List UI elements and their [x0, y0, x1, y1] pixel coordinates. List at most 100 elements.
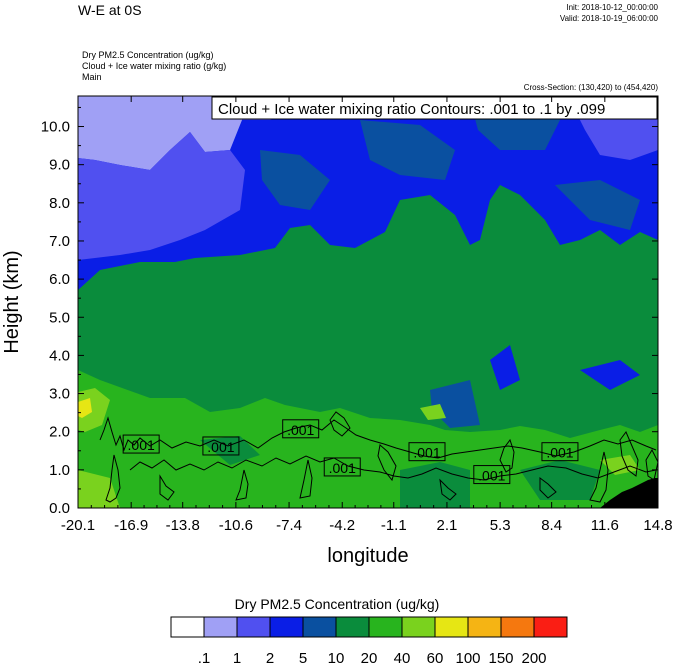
contour-label-box: [473, 465, 511, 485]
contour-label-box: [122, 434, 160, 454]
contour-label-box: [282, 419, 320, 439]
colorbar-label: 60: [427, 650, 444, 667]
field-domain: Main: [82, 72, 102, 82]
plot-title: W-E at 0S: [78, 2, 142, 18]
contour-line: [619, 431, 639, 477]
y-axis: 0.0 1.0 2.0 3.0 4.0 5.0 6.0 7.0 8.0 9.0 10.0: [41, 106, 658, 517]
contour-label: .001: [122, 434, 160, 454]
x-tick-label: -20.1: [61, 517, 95, 534]
colorbar-swatch: [236, 616, 271, 638]
colorbar-label: 2: [266, 650, 274, 667]
colorbar-label: 100: [455, 650, 480, 667]
contour-label: .001: [473, 465, 511, 485]
contour-line: [299, 459, 313, 499]
y-tick-label: 9.0: [49, 157, 70, 174]
contour-label-text: .001: [207, 439, 234, 455]
init-time: Init: 2018-10-12_00:00:00: [566, 3, 658, 12]
contour-label-box: [202, 436, 240, 456]
x-tick-label: -16.9: [114, 517, 148, 534]
contour-label: .001: [202, 436, 240, 456]
colorbar-swatch: [368, 616, 403, 638]
contour-line: [329, 411, 351, 437]
contour-label: .001: [323, 457, 361, 477]
y-tick-label: 4.0: [49, 347, 70, 364]
x-axis-label: longitude: [327, 545, 408, 567]
colorbar-label: 150: [488, 650, 513, 667]
contour-line: [129, 455, 657, 481]
contour-title-box: [211, 96, 658, 120]
x-tick-label: 14.8: [643, 517, 672, 534]
contour-labels: .001 .001 .001 .001 .001 .001 .001: [122, 419, 579, 485]
colorbar-label: 1: [233, 650, 241, 667]
colorbar-swatch: [170, 616, 205, 638]
contour-label-box: [408, 442, 446, 462]
y-tick-label: 8.0: [49, 195, 70, 212]
contour-label-box: [541, 442, 579, 462]
contour-line: [589, 451, 609, 503]
x-tick-label: 8.4: [541, 517, 562, 534]
colorbar-swatch: [401, 616, 436, 638]
contour-line: [235, 469, 249, 501]
colorbar-label: 5: [299, 650, 307, 667]
contour-line: [539, 477, 557, 499]
y-axis-label: Height (km): [1, 250, 23, 353]
field-list: Dry PM2.5 Concentration (ug/kg) Cloud + …: [82, 50, 226, 83]
x-tick-label: 5.3: [490, 517, 511, 534]
contour-label-text: .001: [478, 468, 505, 484]
colorbar-swatch: [269, 616, 304, 638]
contour-label-text: .001: [413, 445, 440, 461]
time-info: Init: 2018-10-12_00:00:00 Valid: 2018-10…: [560, 2, 658, 24]
field-region-dark-blue: [260, 100, 640, 420]
colorbar-swatch: [467, 616, 502, 638]
field-region-green-pocket: [200, 436, 600, 508]
field-region-yellow: [78, 398, 92, 418]
colorbar-label: 10: [328, 650, 345, 667]
contour-label-text: .001: [128, 437, 155, 453]
y-tick-label: 10.0: [41, 119, 70, 136]
y-tick-label: 2.0: [49, 424, 70, 441]
contour-line: [377, 444, 397, 482]
contour-label: .001: [282, 419, 320, 439]
colorbar-label: .1: [198, 650, 211, 667]
colorbar-swatch: [500, 616, 535, 638]
field-pm25: Dry PM2.5 Concentration (ug/kg): [82, 50, 214, 60]
y-tick-label: 1.0: [49, 462, 70, 479]
contour-label-text: .001: [546, 445, 573, 461]
colorbar-title: Dry PM2.5 Concentration (ug/kg): [234, 596, 440, 612]
contour-line: [439, 478, 457, 501]
x-tick-label: -10.6: [219, 517, 253, 534]
field-cloud-ice: Cloud + Ice water mixing ratio (g/kg): [82, 61, 227, 71]
colorbar-swatch: [302, 616, 337, 638]
x-tick-label: -4.2: [329, 517, 355, 534]
contour-line: [499, 438, 515, 473]
contour-line: [645, 448, 658, 481]
contour-label-text: .001: [329, 460, 356, 476]
colorbar-label: 40: [394, 650, 411, 667]
contour-title: Cloud + Ice water mixing ratio Contours:…: [218, 101, 605, 118]
contour-label: .001: [408, 442, 446, 462]
y-tick-label: 6.0: [49, 271, 70, 288]
cross-section-info: Cross-Section: (130,420) to (454,420): [523, 83, 658, 92]
valid-time: Valid: 2018-10-19_06:00:00: [559, 14, 658, 23]
colorbar-swatch: [533, 616, 568, 638]
x-axis: -20.1 -16.9 -13.8 -10.6 -7.4 -4.2 -1.1 2.1 5.3 8.…: [61, 96, 673, 534]
colorbar-label: 20: [361, 650, 378, 667]
field-region-medium-blue: [78, 96, 658, 260]
cloud-contours: [99, 411, 658, 503]
terrain: [600, 478, 658, 508]
x-tick-label: -13.8: [166, 517, 200, 534]
y-tick-label: 3.0: [49, 386, 70, 403]
colorbar-swatch: [335, 616, 370, 638]
x-tick-label: 2.1: [437, 517, 458, 534]
y-tick-label: 0.0: [49, 500, 70, 517]
contour-line: [159, 474, 175, 501]
contour-label-box: [323, 457, 361, 477]
contour-line: [99, 416, 657, 459]
contour-line: [105, 454, 121, 503]
x-tick-label: -1.1: [381, 517, 407, 534]
colorbar: .1 1 2 5 10 20 40 60 100 150 200: [170, 616, 568, 667]
x-tick-label: 11.6: [591, 517, 619, 534]
y-tick-label: 5.0: [49, 309, 70, 326]
field-region-blue-intrusion: [490, 345, 640, 390]
